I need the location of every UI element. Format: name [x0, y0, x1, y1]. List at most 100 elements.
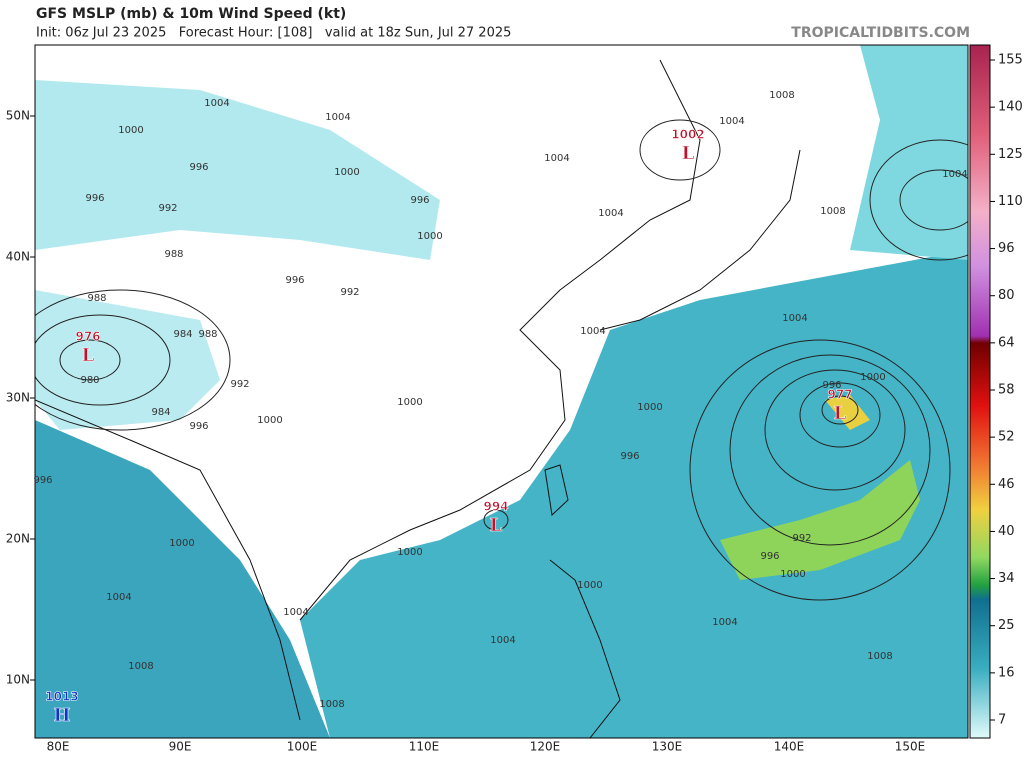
lat-label: 10N [6, 673, 30, 687]
colorbar-label: 16 [998, 665, 1015, 680]
isobar-label: 996 [822, 380, 841, 391]
isobar-label: 1004 [598, 208, 623, 219]
isobar-label: 1008 [867, 651, 892, 662]
isobar-label: 1008 [769, 90, 794, 101]
isobar-label: 1000 [780, 569, 805, 580]
lat-label: 50N [6, 109, 30, 123]
isobar-label: 984 [151, 407, 170, 418]
colorbar-label: 46 [998, 477, 1015, 492]
north-pacific [850, 45, 968, 260]
center-value: 1002 [671, 128, 704, 142]
center-value: 976 [75, 330, 100, 344]
isobar-label: 1000 [417, 231, 442, 242]
isobar-label: 1000 [860, 372, 885, 383]
isobar-label: 1008 [820, 206, 845, 217]
colorbar-label: 80 [998, 288, 1015, 303]
isobar-label: 1004 [942, 169, 967, 180]
colorbar-label: 96 [998, 241, 1015, 256]
center-kind: L [834, 403, 847, 424]
isobar-label: 996 [760, 551, 779, 562]
isobar-label: 1008 [319, 699, 344, 710]
lon-label: 130E [652, 740, 683, 754]
colorbar-label: 125 [998, 147, 1023, 162]
isobar-label: 988 [164, 249, 183, 260]
isobar-label: 1004 [106, 592, 131, 603]
isobar-label: 1000 [577, 580, 602, 591]
colorbar-label: 140 [998, 100, 1023, 115]
center-value: 977 [827, 388, 852, 402]
title: GFS MSLP (mb) & 10m Wind Speed (kt) [36, 6, 346, 22]
isobar-label: 996 [285, 275, 304, 286]
isobar-label: 1004 [325, 112, 350, 123]
isobar-label: 992 [340, 287, 359, 298]
cyan-band [35, 80, 440, 260]
isobar-label: 996 [410, 195, 429, 206]
isobar-label: 1000 [118, 125, 143, 136]
subtitle: Init: 06z Jul 23 2025 Forecast Hour: [10… [36, 26, 511, 41]
isobar-label: 996 [189, 421, 208, 432]
isobar-label: 1000 [397, 397, 422, 408]
isobar-label: 1008 [128, 661, 153, 672]
colorbar-label: 58 [998, 383, 1015, 398]
isobar-label: 984 [173, 329, 192, 340]
wind-green [720, 460, 920, 580]
map [35, 45, 968, 738]
colorbar-label: 64 [998, 335, 1015, 350]
map-frame [34, 44, 969, 739]
center-kind: L [490, 515, 503, 536]
isobar-label: 996 [620, 451, 639, 462]
lat-label: 30N [6, 391, 30, 405]
center-value: 994 [483, 500, 508, 514]
colorbar-label: 34 [998, 571, 1015, 586]
bay-of-bengal [35, 420, 330, 738]
isobar-label: 996 [33, 475, 52, 486]
lon-label: 140E [774, 740, 805, 754]
lon-label: 120E [530, 740, 561, 754]
cyan-tibet [35, 290, 220, 430]
isobar-label: 980 [80, 375, 99, 386]
isobar-label: 1004 [580, 326, 605, 337]
isobar-label: 1000 [637, 402, 662, 413]
center-value: 1013 [45, 690, 78, 704]
lat-label: 40N [6, 250, 30, 264]
colorbar [969, 44, 991, 739]
colorbar-label: 7 [998, 713, 1006, 728]
colorbar-label: 40 [998, 524, 1015, 539]
wind-yellow [825, 395, 870, 430]
isobar-label: 1000 [334, 167, 359, 178]
isobar-label: 996 [85, 193, 104, 204]
isobars [35, 119, 968, 601]
center-kind: H [53, 705, 70, 726]
center-kind: L [682, 143, 695, 164]
isobar-label: 1004 [544, 153, 569, 164]
isobar-label: 1000 [257, 415, 282, 426]
colorbar-label: 155 [998, 53, 1023, 68]
pacific [300, 250, 968, 738]
lat-label: 20N [6, 532, 30, 546]
lon-label: 100E [287, 740, 318, 754]
colorbar-label: 110 [998, 194, 1023, 209]
coastlines [35, 59, 801, 738]
colorbar-label: 52 [998, 430, 1015, 445]
isobar-label: 1004 [204, 98, 229, 109]
isobar-label: 1000 [169, 538, 194, 549]
isobar-label: 1004 [719, 116, 744, 127]
isobar-label: 992 [792, 533, 811, 544]
lon-label: 150E [895, 740, 926, 754]
isobar-label: 988 [198, 329, 217, 340]
lon-label: 110E [409, 740, 440, 754]
lon-label: 90E [169, 740, 192, 754]
isobar-label: 1004 [283, 607, 308, 618]
lon-label: 80E [47, 740, 70, 754]
colorbar-label: 25 [998, 618, 1015, 633]
center-kind: L [82, 345, 95, 366]
isobar-label: 1004 [712, 617, 737, 628]
isobar-label: 1000 [397, 547, 422, 558]
isobar-label: 996 [189, 162, 208, 173]
isobar-label: 992 [158, 203, 177, 214]
isobar-label: 992 [230, 379, 249, 390]
isobar-label: 1004 [782, 313, 807, 324]
isobar-label: 988 [87, 293, 106, 304]
isobar-label: 1004 [490, 635, 515, 646]
